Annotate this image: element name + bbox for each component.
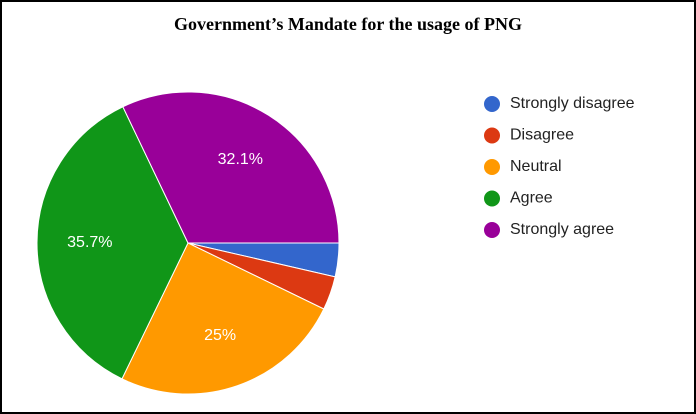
legend-marker (484, 190, 500, 207)
legend-label: Strongly disagree (510, 95, 635, 112)
legend-label: Agree (510, 190, 553, 207)
pie-slice (122, 91, 340, 244)
slice-label: 32.1% (218, 151, 263, 168)
legend-marker (484, 222, 500, 238)
slice-label: 35.7% (67, 234, 112, 251)
legend-marker (484, 127, 500, 144)
pie-slice (121, 242, 325, 395)
legend-label: Disagree (510, 127, 574, 144)
pie-slice (36, 106, 189, 380)
legend-marker (484, 159, 500, 175)
legend-marker (484, 96, 500, 112)
slice-label: 25% (204, 327, 236, 344)
legend-label: Strongly agree (510, 221, 614, 238)
legend-label: Neutral (510, 158, 562, 175)
chart-title: Government’s Mandate for the usage of PN… (174, 14, 522, 34)
